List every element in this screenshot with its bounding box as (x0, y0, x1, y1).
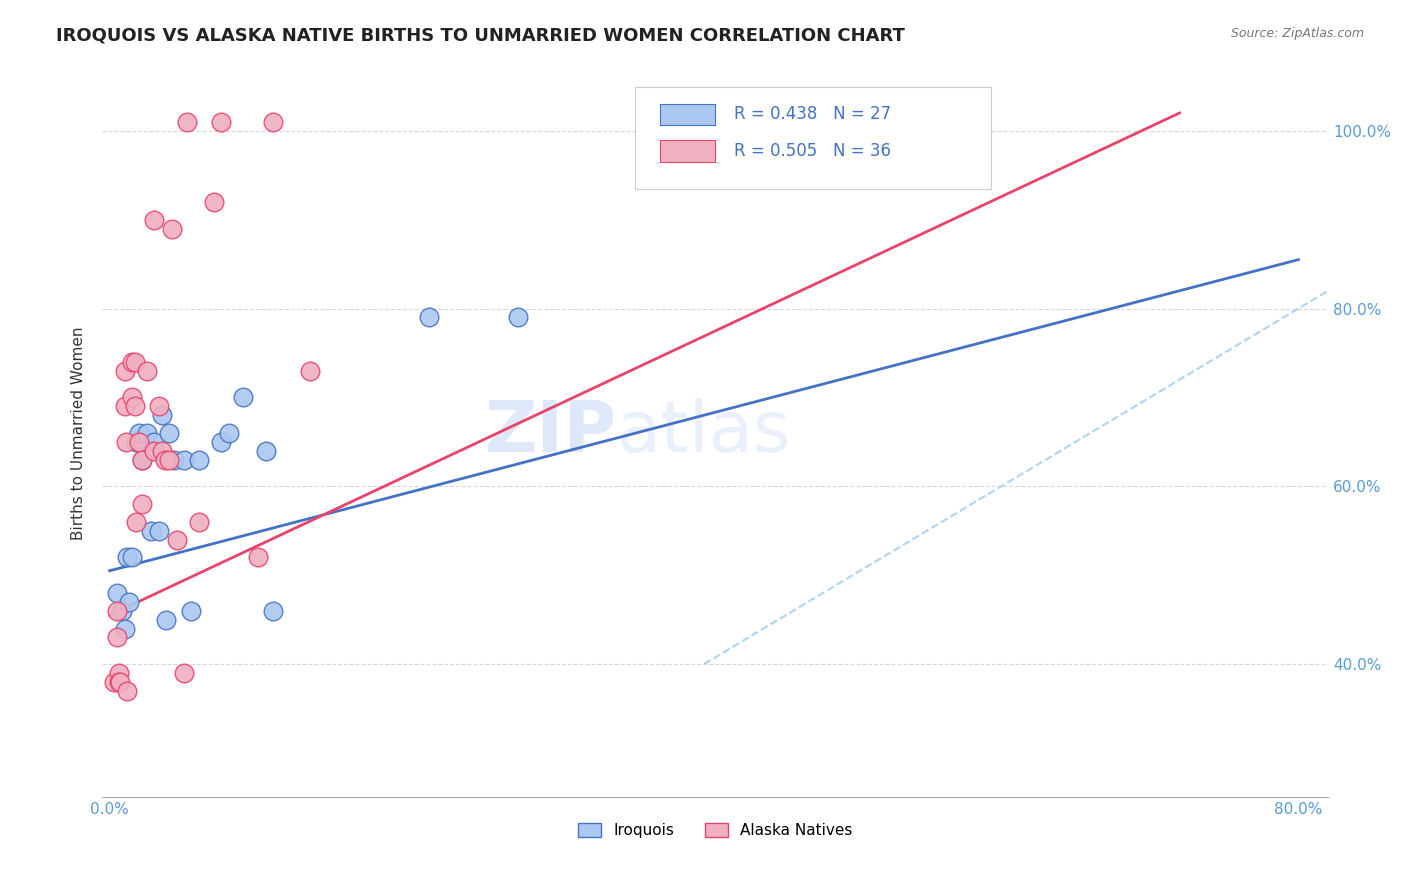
Point (117, 683, 139, 698)
FancyBboxPatch shape (659, 103, 716, 126)
Text: ZIP: ZIP (485, 399, 617, 467)
Point (141, 524, 163, 538)
Point (173, 452, 195, 467)
Text: IROQUOIS VS ALASKA NATIVE BIRTHS TO UNMARRIED WOMEN CORRELATION CHART: IROQUOIS VS ALASKA NATIVE BIRTHS TO UNMA… (56, 27, 905, 45)
Point (173, 665, 195, 680)
Point (148, 524, 170, 538)
Point (124, 400, 146, 414)
Point (105, 631, 128, 645)
Point (121, 355, 143, 369)
Point (135, 364, 157, 378)
Point (209, 115, 232, 129)
Point (110, 604, 132, 618)
Point (128, 425, 150, 440)
Point (108, 674, 131, 689)
Point (157, 452, 180, 467)
Point (157, 425, 180, 440)
Point (247, 550, 270, 565)
Point (148, 400, 170, 414)
Point (143, 443, 166, 458)
Point (131, 452, 153, 467)
Point (131, 497, 153, 511)
Text: R = 0.438   N = 27: R = 0.438 N = 27 (734, 105, 890, 123)
FancyBboxPatch shape (636, 87, 991, 189)
Point (115, 434, 138, 449)
Point (143, 212, 166, 227)
Point (299, 364, 322, 378)
Point (202, 194, 225, 209)
Point (187, 515, 209, 529)
Point (180, 604, 202, 618)
Point (125, 434, 148, 449)
Point (131, 452, 153, 467)
Point (128, 434, 150, 449)
Point (254, 443, 277, 458)
Legend: Iroquois, Alaska Natives: Iroquois, Alaska Natives (572, 817, 858, 845)
Point (633, 115, 655, 129)
Point (118, 595, 141, 609)
Point (153, 452, 176, 467)
Point (166, 533, 188, 547)
FancyBboxPatch shape (659, 140, 716, 161)
Point (114, 364, 136, 378)
Point (232, 391, 254, 405)
Point (162, 452, 184, 467)
Point (114, 400, 136, 414)
Point (262, 115, 284, 129)
Text: R = 0.505   N = 36: R = 0.505 N = 36 (734, 142, 890, 160)
Point (160, 221, 183, 235)
Point (508, 310, 530, 325)
Point (125, 515, 148, 529)
Point (209, 434, 232, 449)
Point (143, 434, 166, 449)
Point (121, 550, 143, 565)
Text: Source: ZipAtlas.com: Source: ZipAtlas.com (1230, 27, 1364, 40)
Point (176, 115, 198, 129)
Point (103, 674, 125, 689)
Point (150, 408, 173, 422)
Point (150, 443, 173, 458)
Point (121, 391, 143, 405)
Point (124, 355, 146, 369)
Y-axis label: Births to Unmarried Women: Births to Unmarried Women (72, 326, 86, 540)
Point (262, 604, 284, 618)
Point (105, 586, 128, 600)
Point (155, 613, 177, 627)
Point (418, 310, 440, 325)
Point (218, 425, 240, 440)
Point (117, 550, 139, 565)
Point (107, 674, 129, 689)
Point (114, 622, 136, 636)
Point (105, 604, 128, 618)
Point (107, 665, 129, 680)
Text: atlas: atlas (617, 399, 792, 467)
Point (135, 425, 157, 440)
Point (187, 452, 209, 467)
